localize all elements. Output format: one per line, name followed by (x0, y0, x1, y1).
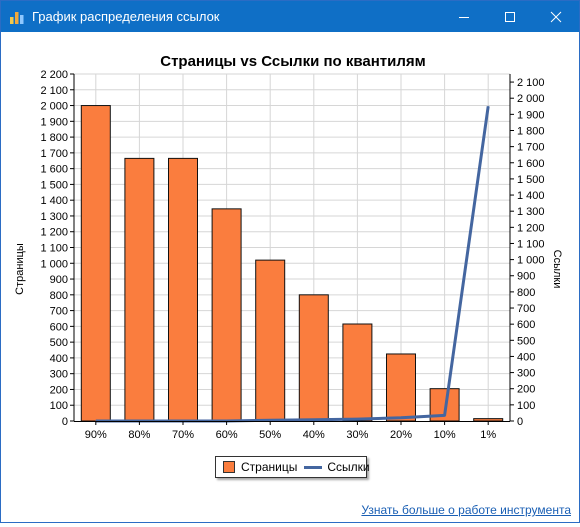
bar-80% (124, 157, 155, 422)
x-tick-label: 90% (85, 429, 107, 441)
y-tick-label: 800 (50, 290, 68, 302)
y-tick-label: 1 300 (40, 211, 68, 223)
y-tick-label: 1 900 (40, 116, 68, 128)
maximize-icon (505, 11, 515, 22)
y2-tick-label: 1 200 (517, 222, 545, 234)
y-tick-label: 1 800 (40, 132, 68, 144)
line-point-10% (444, 414, 446, 416)
y-tick-label: 300 (50, 369, 68, 381)
legend-label-links: Ссылки (327, 460, 370, 474)
line-point-30% (356, 418, 358, 420)
y2-tick-label: 1 500 (517, 174, 545, 186)
y2-tick-label: 400 (517, 351, 535, 363)
y-tick-label: 1 600 (40, 164, 68, 176)
y-tick-label: 1 400 (40, 195, 68, 207)
x-tick-label: 60% (216, 429, 238, 441)
y2-tick-label: 1 100 (517, 238, 545, 250)
bar-70% (168, 157, 198, 422)
x-tick-label: 80% (128, 429, 150, 441)
learn-more-link[interactable]: Узнать больше о работе инструмента (361, 503, 571, 517)
y-tick-label: 2 100 (40, 85, 68, 97)
y2-tick-label: 2 000 (517, 93, 545, 105)
y-tick-label: 2 000 (40, 101, 68, 113)
x-tick-label: 30% (346, 429, 368, 441)
close-button[interactable] (533, 1, 579, 32)
title-bar[interactable]: График распределения ссылок (1, 1, 579, 32)
maximize-button[interactable] (487, 1, 533, 32)
legend-item-pages: Страницы (223, 460, 297, 474)
bar-chart-app-icon (10, 12, 24, 24)
x-tick-label: 50% (259, 429, 281, 441)
y2-tick-label: 0 (517, 416, 523, 428)
y-tick-label: 1 100 (40, 243, 68, 255)
y2-tick-label: 1 900 (517, 109, 545, 121)
y2-tick-label: 300 (517, 368, 535, 380)
close-icon (550, 11, 562, 22)
chart-panel: Страницы vs Ссылки по квантилям Страницы… (1, 32, 579, 522)
y-tick-label: 400 (50, 353, 68, 365)
bar-30% (342, 323, 373, 422)
y2-tick-label: 1 600 (517, 158, 545, 170)
y-tick-label: 1 000 (40, 258, 68, 270)
bar-90% (80, 105, 111, 422)
y-axis-label: Страницы (14, 243, 26, 295)
y-tick-label: 1 200 (40, 227, 68, 239)
y2-tick-label: 2 100 (517, 77, 545, 89)
chart-legend: Страницы Ссылки (215, 456, 370, 478)
bar-20% (386, 353, 416, 422)
y2-tick-label: 700 (517, 303, 535, 315)
y2-tick-label: 800 (517, 287, 535, 299)
line-point-1% (487, 105, 489, 107)
y2-tick-label: 200 (517, 384, 535, 396)
y-tick-label: 0 (62, 416, 68, 428)
x-tick-label: 1% (480, 429, 496, 441)
line-point-50% (269, 419, 271, 421)
y2-tick-label: 1 300 (517, 206, 545, 218)
bar-60% (211, 208, 242, 422)
y-tick-label: 700 (50, 306, 68, 318)
minimize-icon (459, 16, 469, 18)
y2-tick-label: 900 (517, 271, 535, 283)
x-tick-label: 20% (390, 429, 412, 441)
y-tick-label: 100 (50, 400, 68, 412)
y2-tick-label: 100 (517, 400, 535, 412)
x-tick-label: 40% (303, 429, 325, 441)
window-title: График распределения ссылок (32, 9, 220, 24)
y-tick-label: 1 500 (40, 179, 68, 191)
y2-tick-label: 500 (517, 335, 535, 347)
chart-title: Страницы vs Ссылки по квантилям (160, 53, 426, 70)
y2-tick-label: 600 (517, 319, 535, 331)
bar-series (80, 105, 504, 422)
legend-swatch-line (304, 465, 323, 469)
y-axis-ticks: 0 100 200 300 400 500 600 700 800 900 1 000 1 100 1 … (40, 69, 74, 428)
y-tick-label: 900 (50, 274, 68, 286)
line-point-20% (400, 417, 402, 419)
y-tick-label: 1 700 (40, 148, 68, 160)
bar-1% (473, 418, 504, 422)
bar-50% (255, 259, 286, 422)
legend-label-pages: Страницы (241, 460, 298, 474)
y2-tick-label: 1 000 (517, 255, 545, 267)
line-point-40% (313, 419, 315, 421)
y2-tick-label: 1 700 (517, 142, 545, 154)
bar-40% (298, 294, 329, 422)
minimize-button[interactable] (441, 1, 487, 32)
x-axis-ticks: 90% 80% 70% 60% 50% 40% 30% 20% 10% 1% (85, 421, 496, 441)
y2-tick-label: 1 400 (517, 190, 545, 202)
y-tick-label: 600 (50, 321, 68, 333)
legend-item-links: Ссылки (304, 460, 370, 474)
legend-swatch-bar (223, 461, 235, 473)
y2-axis-ticks: 0 100 200 300 400 500 600 700 800 900 1 000 1 100 1 … (510, 77, 545, 428)
x-tick-label: 70% (172, 429, 194, 441)
y2-axis-label: Ссылки (551, 250, 563, 289)
y2-tick-label: 1 800 (517, 125, 545, 137)
chart: Страницы vs Ссылки по квантилям Страницы… (14, 53, 563, 441)
y-tick-label: 2 200 (40, 69, 68, 81)
y-tick-label: 200 (50, 384, 68, 396)
x-tick-label: 10% (434, 429, 456, 441)
y-tick-label: 500 (50, 337, 68, 349)
